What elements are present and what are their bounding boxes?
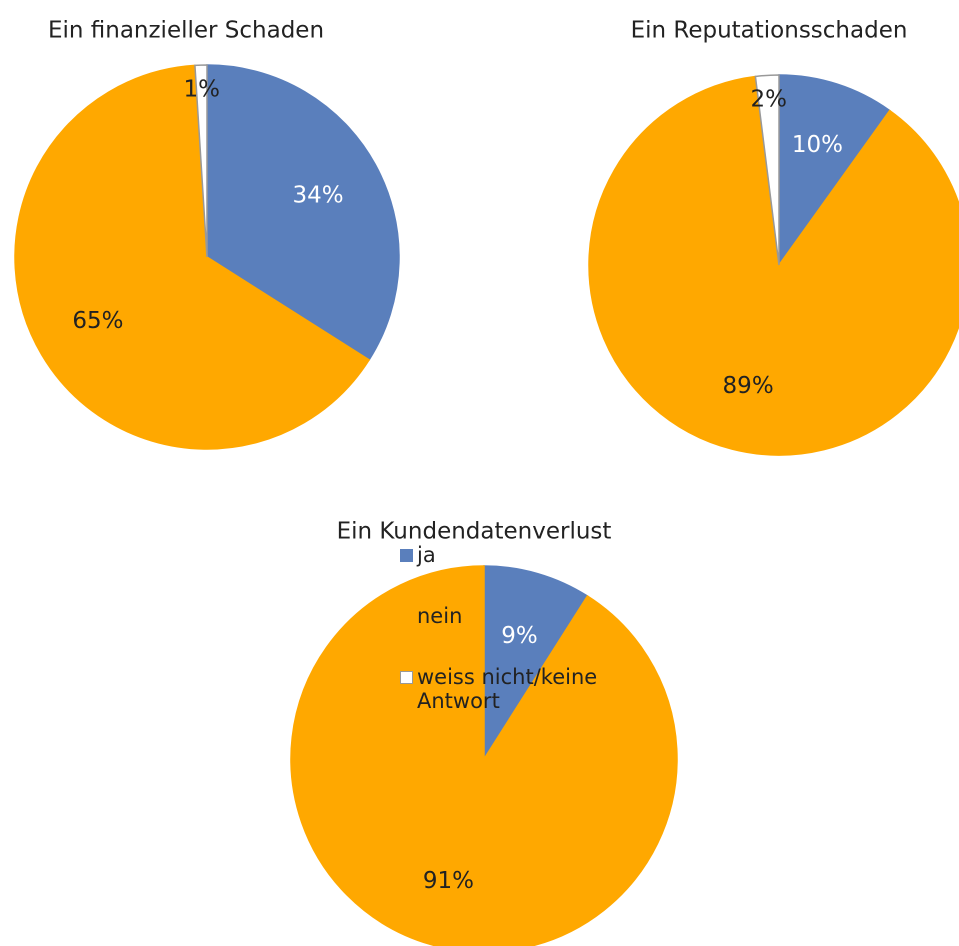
pie-slice xyxy=(14,64,371,450)
legend-label: ja xyxy=(417,543,436,567)
chart-title: Ein Reputationsschaden xyxy=(631,18,908,44)
pie-slice xyxy=(290,565,678,946)
legend-label: nein xyxy=(417,604,463,628)
legend-swatch xyxy=(400,549,413,562)
pie-slice xyxy=(206,64,400,361)
legend-item: ja xyxy=(400,543,607,567)
legend-swatch xyxy=(400,610,413,623)
data-label: 91% xyxy=(423,868,474,894)
data-label: 2% xyxy=(750,87,787,113)
data-label: 89% xyxy=(723,373,774,399)
legend-swatch xyxy=(400,671,413,684)
chart-title: Ein Kundendatenverlust xyxy=(337,519,612,545)
legend-label: weiss nicht/keine Antwort xyxy=(417,665,598,713)
pie-slice xyxy=(194,64,208,258)
pie-slice xyxy=(754,74,780,266)
legend-item: weiss nicht/keine Antwort xyxy=(400,665,607,713)
data-label: 34% xyxy=(292,182,343,208)
data-label: 10% xyxy=(792,132,843,158)
data-label: 9% xyxy=(501,623,538,649)
legend-item: nein xyxy=(400,604,607,628)
pie-slice xyxy=(483,565,589,762)
data-label: 65% xyxy=(72,308,123,334)
data-label: 1% xyxy=(184,77,221,103)
chart-title: Ein finanzieller Schaden xyxy=(48,18,324,44)
pie-slice xyxy=(778,74,891,268)
pie-slice xyxy=(588,75,959,456)
